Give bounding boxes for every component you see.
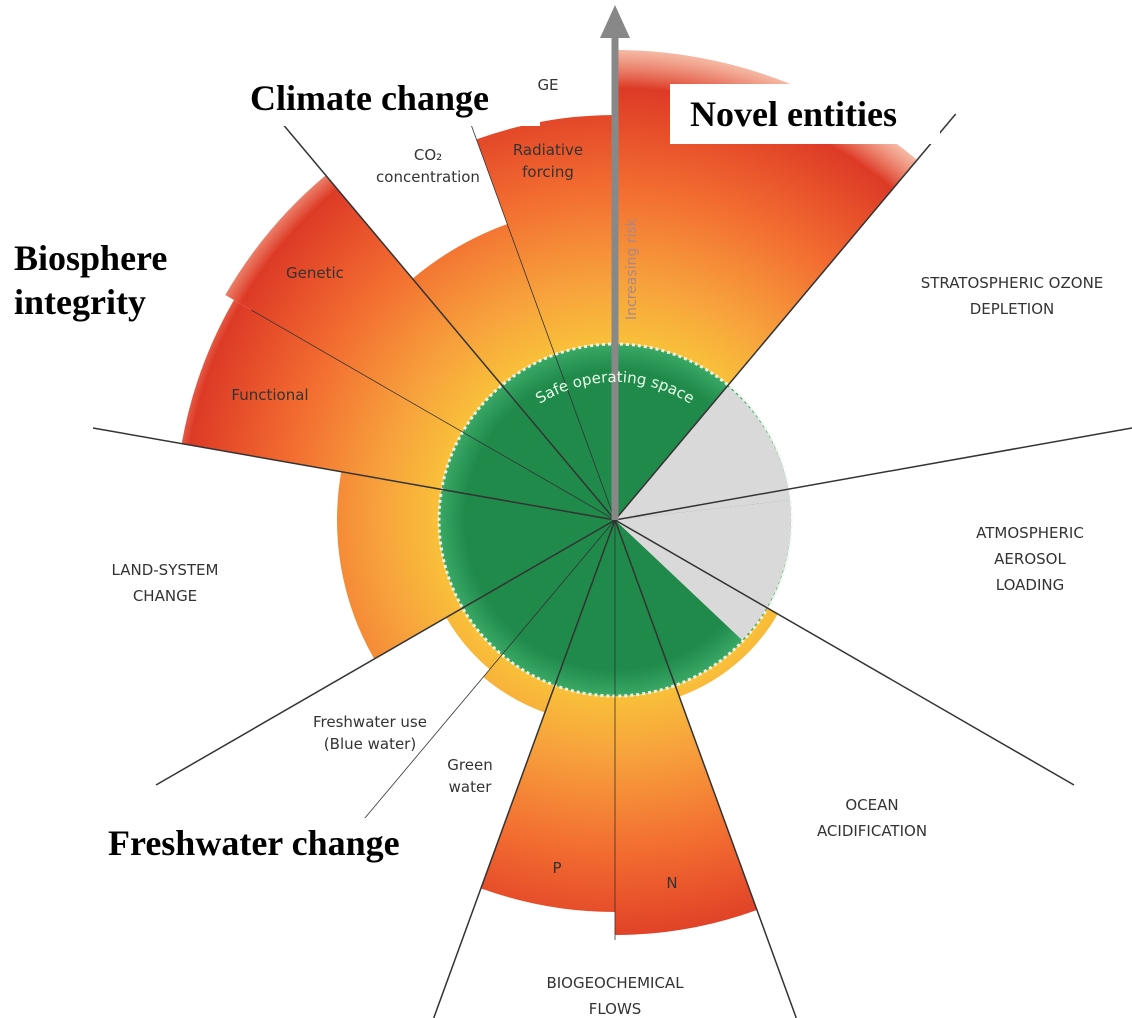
- label: Green: [447, 756, 492, 774]
- label: concentration: [376, 168, 480, 186]
- label-box: [0, 236, 212, 326]
- boundary-line: [92, 427, 616, 521]
- label: CHANGE: [133, 587, 197, 605]
- label: ATMOSPHERIC: [976, 524, 1084, 542]
- boundary-line: [433, 519, 616, 1018]
- label: P: [552, 859, 561, 877]
- label: Radiative: [513, 141, 583, 159]
- label: (Blue water): [324, 735, 416, 753]
- risk-label: Increasing risk: [624, 217, 640, 320]
- label-box: [100, 818, 420, 873]
- label: Biosphere: [14, 238, 167, 278]
- label: Freshwater use: [313, 713, 427, 731]
- boundary-line: [273, 113, 616, 521]
- label: Freshwater change: [108, 823, 400, 863]
- label: Genetic: [286, 264, 344, 282]
- unknown-zone: [615, 386, 790, 520]
- arrow-head: [600, 5, 630, 38]
- boundary-line: [155, 519, 616, 786]
- label: LAND-SYSTEM: [112, 561, 219, 579]
- label: GE: [537, 76, 558, 94]
- label: forcing: [522, 163, 574, 181]
- label-box: [245, 76, 540, 126]
- sub-line: [251, 309, 616, 521]
- label: STRATOSPHERIC OZONE: [921, 274, 1104, 292]
- boundary-line: [614, 519, 1075, 786]
- sub-line: [344, 519, 616, 842]
- label: N: [666, 874, 677, 892]
- label: water: [449, 778, 493, 796]
- label-box: [670, 84, 940, 144]
- label: BIOGEOCHEMICAL: [546, 974, 684, 992]
- boundary-line: [614, 427, 1132, 521]
- boundary-line: [614, 519, 797, 1018]
- label: ACIDIFICATION: [817, 822, 927, 840]
- label: FLOWS: [589, 1000, 642, 1018]
- label: integrity: [14, 282, 146, 322]
- label: LOADING: [996, 576, 1064, 594]
- label: DEPLETION: [970, 300, 1055, 318]
- label: Climate change: [250, 78, 489, 118]
- boundary-line: [614, 113, 957, 521]
- sub-line: [470, 125, 616, 521]
- label: OCEAN: [845, 796, 898, 814]
- label: Functional: [231, 386, 308, 404]
- boundary-lines: [92, 113, 1132, 1018]
- label: Novel entities: [690, 94, 897, 134]
- label: CO₂: [414, 146, 442, 164]
- label: AEROSOL: [994, 550, 1066, 568]
